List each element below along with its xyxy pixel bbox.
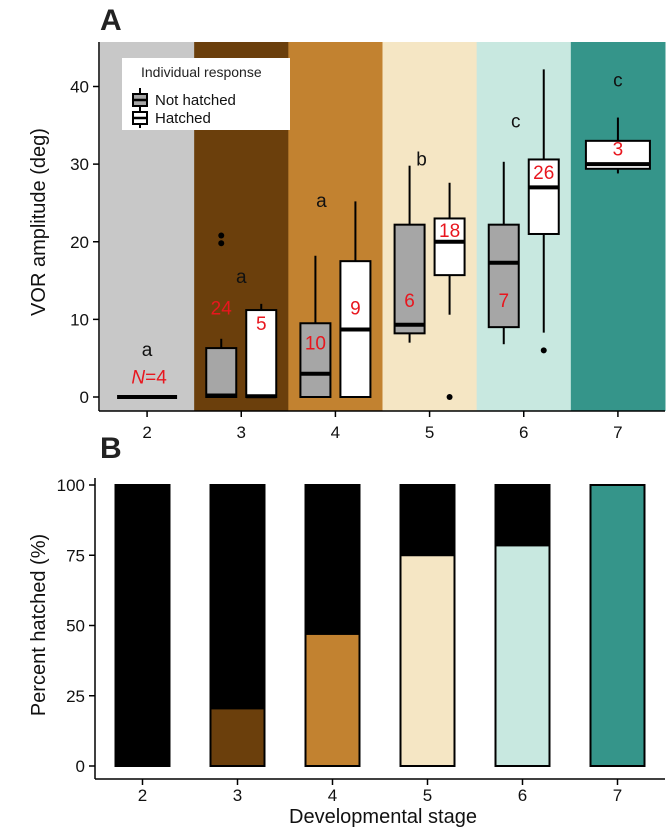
box-hatched-stage-3 <box>245 303 278 399</box>
bar-segment-hatched <box>494 544 551 767</box>
bar-stage-7 <box>589 484 646 767</box>
group-letter-3: a <box>236 267 247 288</box>
x-tick-label-7: 7 <box>613 786 622 805</box>
n-label: 18 <box>439 221 460 242</box>
x-tick-label-7: 7 <box>613 423 622 442</box>
x-tick-label-4: 4 <box>328 786 337 805</box>
x-tick-label-3: 3 <box>233 786 242 805</box>
box-plots: 24 10 6 7 5 9 18 26 3 N=4 <box>117 69 651 400</box>
group-letter-6: c <box>511 112 521 133</box>
bar-stage-3 <box>209 484 266 768</box>
x-tick-label-2: 2 <box>142 423 151 442</box>
legend-title: Individual response <box>141 64 262 80</box>
y-tick-label: 20 <box>70 233 89 252</box>
n-label: 7 <box>498 291 509 312</box>
legend-label-not-hatched: Not hatched <box>155 92 236 109</box>
box-hatched-stage-5 <box>433 182 466 400</box>
outlier-point <box>446 394 453 400</box>
legend: Individual response Not hatched Hatched <box>122 58 290 130</box>
y-tick-label: 0 <box>76 757 85 776</box>
box-hatched-stage-4 <box>339 201 372 398</box>
x-tick-label-4: 4 <box>331 423 340 442</box>
outlier-point <box>218 240 225 247</box>
n-label: N=4 <box>131 367 167 388</box>
panel-b-label: B <box>100 432 122 465</box>
n-label: 9 <box>350 299 361 320</box>
panel-a-label: A <box>100 4 122 37</box>
bar-segment-hatched <box>399 554 456 767</box>
box-iqr <box>433 217 466 277</box>
bar-segment-not-hatched <box>209 484 266 710</box>
x-tick-label-5: 5 <box>425 423 434 442</box>
bar-stage-2 <box>114 484 171 767</box>
bar-segment-not-hatched <box>304 484 361 635</box>
n-label: 10 <box>305 334 326 355</box>
y-tick-label: 50 <box>66 617 85 636</box>
group-letter-7: c <box>613 71 623 92</box>
box-iqr <box>527 158 560 235</box>
y-tick-label: 75 <box>66 546 85 565</box>
n-label: 26 <box>533 163 554 184</box>
legend-key-hatched <box>132 108 148 128</box>
panel-b-xlabel: Developmental stage <box>289 806 477 828</box>
box-iqr <box>487 223 520 329</box>
panel-a-axes: 0 10 20 30 40 2 3 4 5 6 7 <box>70 42 665 442</box>
bar-segment-hatched <box>589 484 646 767</box>
n-label: 6 <box>404 291 415 312</box>
bar-segment-not-hatched <box>494 484 551 547</box>
box-hatched-stage-6 <box>527 69 560 354</box>
group-letters: a a a b c c <box>142 71 623 361</box>
n-label: 24 <box>211 299 233 320</box>
box-not-hatched-stage-6 <box>487 161 520 345</box>
box-iqr <box>393 223 426 335</box>
x-tick-label-2: 2 <box>138 786 147 805</box>
legend-key-not-hatched <box>132 88 148 111</box>
legend-label-hatched: Hatched <box>155 110 211 127</box>
panel-b-ylabel: Percent hatched (%) <box>28 534 50 716</box>
n-label: 5 <box>256 314 267 335</box>
box-iqr <box>205 347 238 399</box>
panel-b-axes: 0 25 50 75 100 2 3 4 5 6 7 <box>57 476 665 805</box>
y-tick-label: 40 <box>70 78 89 97</box>
x-tick-label-5: 5 <box>423 786 432 805</box>
y-tick-label: 100 <box>57 476 85 495</box>
box-not-hatched-stage-5 <box>393 165 426 343</box>
x-tick-label-3: 3 <box>237 423 246 442</box>
outlier-point <box>540 347 547 354</box>
box-not-hatched-stage-4 <box>299 255 332 399</box>
legend-box <box>122 58 290 130</box>
group-letter-4: a <box>316 191 327 212</box>
n-label: 3 <box>613 139 624 160</box>
box-iqr <box>245 309 278 398</box>
outlier-point <box>218 232 225 239</box>
panel-b: 0 25 50 75 100 2 3 4 5 6 7 B Percent hatched (%) D… <box>28 432 665 828</box>
box-not-hatched-stage-3 <box>205 232 238 399</box>
bar-stage-6 <box>494 484 551 767</box>
panel-a-ylabel: VOR amplitude (deg) <box>28 128 50 316</box>
bar-segment-not-hatched <box>114 484 171 767</box>
group-letter-5: b <box>416 150 427 171</box>
stacked-bars <box>114 484 646 768</box>
y-tick-label: 10 <box>70 310 89 329</box>
bar-stage-4 <box>304 484 361 767</box>
y-tick-label: 25 <box>66 687 85 706</box>
y-tick-label: 30 <box>70 155 89 174</box>
bar-segment-not-hatched <box>399 484 456 557</box>
bar-stage-5 <box>399 484 456 767</box>
box-hatched-stage-7 <box>584 117 651 174</box>
group-letter-2: a <box>142 340 153 361</box>
x-tick-label-6: 6 <box>518 786 527 805</box>
bar-segment-hatched <box>209 707 266 768</box>
x-tick-label-6: 6 <box>519 423 528 442</box>
stage-bg-7 <box>570 42 666 411</box>
box-iqr <box>299 322 332 399</box>
bar-segment-hatched <box>304 632 361 767</box>
y-tick-label: 0 <box>80 388 89 407</box>
